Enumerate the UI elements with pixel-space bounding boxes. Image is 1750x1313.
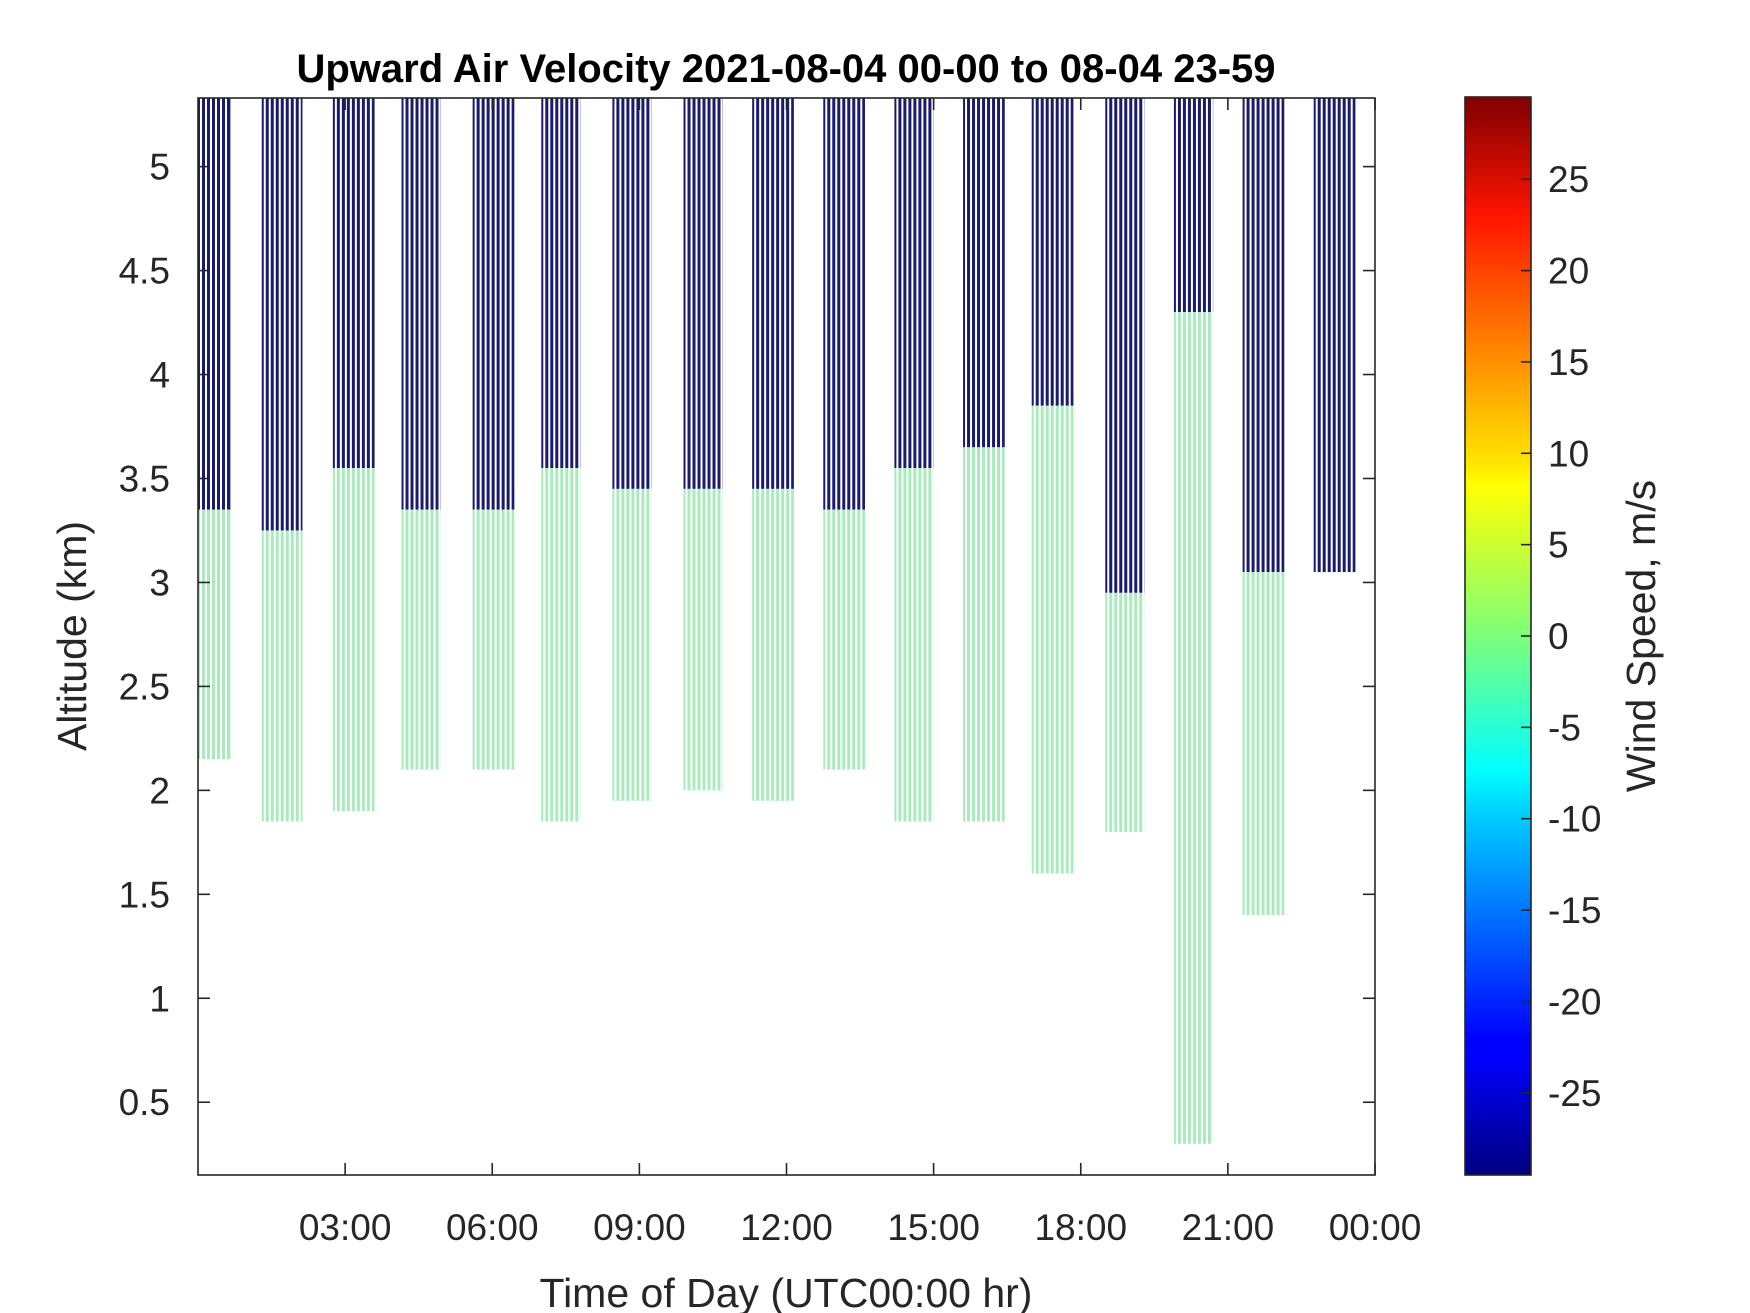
- observation-block-11: [894, 98, 934, 822]
- low-altitude-band: [1031, 405, 1074, 874]
- y-tick-label: 2: [149, 770, 170, 811]
- y-tick-label: 3: [149, 562, 170, 603]
- high-altitude-band: [1313, 98, 1356, 573]
- y-tick-label: 0.5: [119, 1082, 170, 1123]
- observation-block-3: [332, 98, 375, 812]
- low-altitude-band: [198, 509, 231, 760]
- x-tick-label: 00:00: [1329, 1207, 1422, 1248]
- low-altitude-band: [332, 468, 375, 812]
- observation-block-17: [1313, 98, 1356, 573]
- low-altitude-band: [472, 509, 515, 770]
- x-tick-label: 03:00: [299, 1207, 392, 1248]
- observation-block-5: [472, 98, 515, 770]
- x-tick-label: 06:00: [446, 1207, 539, 1248]
- y-tick-label: 1: [149, 978, 170, 1019]
- observation-block-15: [1173, 98, 1214, 1144]
- x-tick-label: 18:00: [1034, 1207, 1127, 1248]
- observation-block-14: [1105, 98, 1145, 832]
- colorbar-tick-label: 15: [1548, 342, 1589, 383]
- colorbar-tick-label: 20: [1548, 251, 1589, 292]
- high-altitude-band: [261, 98, 303, 531]
- heatmap-data-layer: [198, 98, 1356, 1144]
- y-tick-label: 5: [149, 147, 170, 188]
- high-altitude-band: [963, 98, 1005, 448]
- y-axis-label: Altitude (km): [49, 521, 95, 751]
- observation-block-2: [261, 98, 303, 822]
- colorbar-ticks: 25 20 15 10 5 0 -5 -10 -15 -20 -25: [1521, 159, 1601, 1114]
- chart-title: Upward Air Velocity 2021-08-04 00-00 to …: [296, 47, 1275, 91]
- observation-block-1: [198, 98, 231, 760]
- low-altitude-band: [752, 488, 794, 801]
- x-tick-label: 15:00: [887, 1207, 980, 1248]
- colorbar-label: Wind Speed, m/s: [1618, 480, 1664, 792]
- y-tick-label: 1.5: [119, 874, 170, 915]
- observation-block-4: [401, 98, 441, 770]
- colorbar-tick-label: -10: [1548, 799, 1601, 840]
- x-tick-label: 21:00: [1182, 1207, 1275, 1248]
- x-tick-label: 12:00: [740, 1207, 833, 1248]
- high-altitude-band: [752, 98, 794, 489]
- observation-block-12: [963, 98, 1005, 822]
- high-altitude-band: [472, 98, 515, 510]
- low-altitude-band: [823, 509, 865, 770]
- low-altitude-band: [261, 530, 303, 822]
- observation-block-6: [541, 98, 581, 822]
- y-tick-label: 4: [149, 355, 170, 396]
- low-altitude-band: [963, 447, 1005, 822]
- observation-block-9: [752, 98, 794, 801]
- high-altitude-band: [1242, 98, 1285, 573]
- colorbar-tick-label: 25: [1548, 159, 1589, 200]
- colorbar: [1464, 96, 1532, 1176]
- high-altitude-band: [823, 98, 865, 510]
- y-tick-label: 4.5: [119, 251, 170, 292]
- colorbar-tick-label: 5: [1548, 525, 1569, 566]
- observation-block-7: [612, 98, 652, 801]
- high-altitude-band: [1031, 98, 1074, 406]
- colorbar-tick-label: -20: [1548, 981, 1601, 1022]
- colorbar-tick-label: -25: [1548, 1073, 1601, 1114]
- high-altitude-band: [332, 98, 375, 469]
- colorbar-tick-label: -15: [1548, 890, 1601, 931]
- y-tick-label: 2.5: [119, 666, 170, 707]
- y-tick-label: 3.5: [119, 458, 170, 499]
- x-tick-label: 09:00: [593, 1207, 686, 1248]
- colorbar-tick-label: -5: [1548, 707, 1581, 748]
- observation-block-10: [823, 98, 865, 770]
- colorbar-tick-label: 0: [1548, 616, 1569, 657]
- x-axis-label: Time of Day (UTC00:00 hr): [540, 1270, 1033, 1313]
- observation-block-8: [683, 98, 723, 791]
- observation-block-13: [1031, 98, 1074, 874]
- low-altitude-band: [1242, 572, 1285, 916]
- x-axis-ticks: 03:00 06:00 09:00 12:00 15:00 18:00 21:00 00:00: [299, 98, 1421, 1248]
- colorbar-tick-label: 10: [1548, 433, 1589, 474]
- y-axis-ticks: 0.5 1 1.5 2 2.5 3 3.5 4 4.5 5: [119, 147, 1375, 1123]
- observation-block-16: [1242, 98, 1285, 916]
